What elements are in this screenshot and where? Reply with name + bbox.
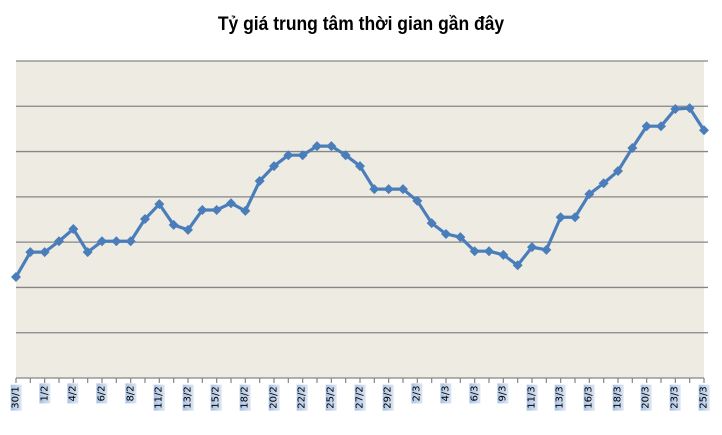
data-point-diamond-icon	[512, 260, 523, 271]
x-axis-label: 4/3	[440, 383, 452, 404]
data-point-diamond-icon	[25, 247, 36, 258]
x-axis-label: 20/2	[268, 383, 280, 411]
x-axis-label: 4/2	[67, 383, 79, 404]
data-point-diamond-icon	[398, 184, 408, 195]
data-point-diamond-icon	[326, 141, 337, 152]
data-point-diamond-icon	[383, 184, 394, 195]
data-point-diamond-icon	[541, 244, 552, 255]
data-point-diamond-icon	[527, 242, 537, 253]
data-point-diamond-icon	[154, 199, 165, 210]
x-axis-label: 23/3	[669, 383, 681, 411]
data-point-diamond-icon	[11, 272, 21, 283]
x-axis-label: 9/3	[497, 383, 509, 404]
data-point-diamond-icon	[598, 178, 609, 189]
x-axis-label: 22/2	[297, 383, 309, 411]
x-axis-label: 27/2	[354, 383, 366, 411]
data-point-diamond-icon	[340, 150, 351, 161]
x-axis-label: 11/3	[526, 383, 538, 411]
x-axis-label: 25/2	[325, 383, 337, 411]
x-axis-label: 25/3	[698, 383, 710, 411]
data-point-diamond-icon	[283, 150, 294, 161]
x-axis-label: 13/2	[182, 383, 194, 411]
x-axis-label: 15/2	[211, 383, 223, 411]
data-point-diamond-icon	[656, 121, 666, 132]
x-axis-label: 30/1	[10, 383, 22, 411]
x-axis-label: 1/2	[39, 383, 51, 404]
data-point-diamond-icon	[613, 166, 623, 177]
data-point-diamond-icon	[412, 195, 423, 206]
data-point-diamond-icon	[82, 247, 93, 258]
data-point-diamond-icon	[54, 236, 64, 247]
x-axis-label: 2/3	[411, 383, 423, 404]
x-axis-label: 13/3	[555, 383, 567, 411]
x-axis-label: 20/3	[641, 383, 653, 411]
data-point-diamond-icon	[240, 205, 251, 216]
data-point-diamond-icon	[455, 232, 466, 243]
x-axis-label: 18/3	[612, 383, 624, 411]
plot-area	[16, 61, 704, 378]
data-point-diamond-icon	[498, 249, 509, 260]
data-point-diamond-icon	[670, 104, 681, 115]
x-axis-label: 11/2	[153, 383, 165, 411]
data-point-diamond-icon	[441, 228, 451, 239]
data-series	[11, 103, 709, 283]
x-axis-label: 8/2	[125, 383, 137, 404]
data-point-diamond-icon	[68, 224, 79, 235]
data-point-diamond-icon	[684, 103, 695, 114]
data-point-diamond-icon	[111, 236, 122, 247]
x-axis-label: 16/3	[583, 383, 595, 411]
chart-title: Tỷ giá trung tâm thời gian gần đây	[217, 14, 505, 35]
data-point-diamond-icon	[125, 236, 136, 247]
data-point-diamond-icon	[140, 214, 150, 225]
data-point-diamond-icon	[211, 204, 222, 215]
x-axis-label: 6/2	[96, 383, 108, 404]
data-point-diamond-icon	[627, 142, 638, 153]
data-point-diamond-icon	[355, 161, 365, 172]
data-point-diamond-icon	[39, 247, 50, 258]
x-axis-label: 29/2	[383, 383, 395, 411]
data-point-diamond-icon	[469, 246, 480, 257]
data-point-diamond-icon	[269, 161, 279, 172]
gridlines	[16, 60, 708, 334]
x-axis-label: 18/2	[239, 383, 251, 411]
data-point-diamond-icon	[570, 212, 580, 223]
data-point-diamond-icon	[426, 218, 437, 229]
data-point-diamond-icon	[97, 236, 107, 247]
data-point-diamond-icon	[312, 141, 322, 152]
x-axis-label: 6/3	[469, 383, 481, 404]
data-point-diamond-icon	[555, 212, 566, 223]
data-point-diamond-icon	[484, 246, 494, 257]
data-point-diamond-icon	[197, 204, 208, 215]
x-axis	[15, 377, 705, 383]
data-point-diamond-icon	[254, 176, 265, 187]
data-point-diamond-icon	[297, 150, 308, 161]
data-point-diamond-icon	[699, 125, 709, 136]
data-point-diamond-icon	[183, 224, 193, 235]
data-point-diamond-icon	[369, 184, 380, 195]
data-point-diamond-icon	[641, 121, 652, 132]
data-point-diamond-icon	[226, 198, 236, 209]
data-point-diamond-icon	[584, 189, 595, 200]
data-point-diamond-icon	[168, 219, 179, 230]
